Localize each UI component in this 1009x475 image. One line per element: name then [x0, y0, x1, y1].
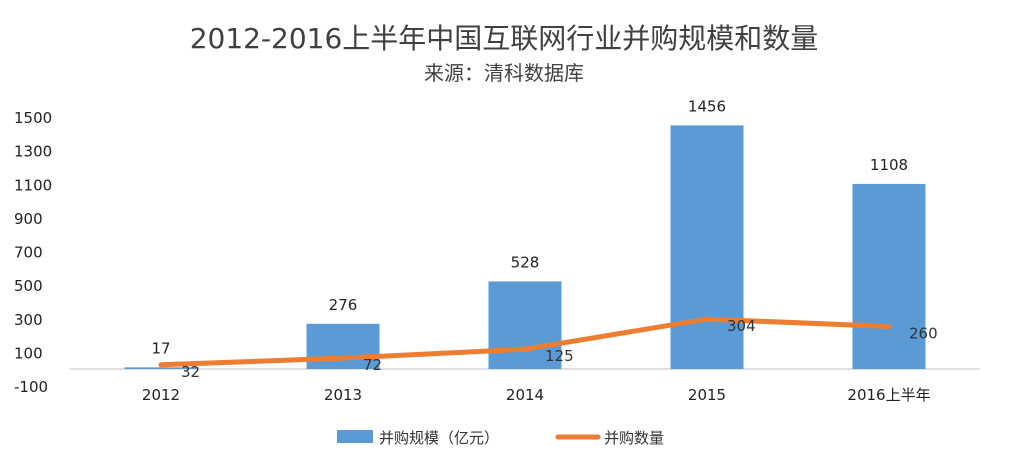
x-tick-label: 2012: [142, 386, 180, 404]
chart-title: 2012-2016上半年中国互联网行业并购规模和数量: [190, 22, 819, 55]
line-value-labels: 32 72 125 304 260: [181, 317, 938, 381]
x-axis-labels: 2012 2013 2014 2015 2016上半年: [142, 386, 931, 404]
bar-value-label: 17: [151, 339, 170, 357]
y-tick-label: 700: [14, 244, 43, 262]
line-value-label: 125: [545, 347, 574, 365]
legend-bar-swatch: [337, 430, 373, 443]
bar: [670, 125, 744, 370]
bar: [124, 367, 198, 369]
bar-series: [124, 125, 926, 370]
legend-line-label: 并购数量: [604, 429, 664, 447]
x-tick-label: 2016上半年: [847, 386, 930, 404]
chart-subtitle: 来源：清科数据库: [424, 61, 584, 85]
line-value-label: 72: [363, 356, 382, 374]
line-value-label: 260: [909, 324, 938, 342]
y-tick-label: 300: [14, 311, 43, 329]
count-series-line: [158, 316, 892, 368]
y-tick-label: 1300: [14, 143, 52, 161]
y-tick-label: 900: [14, 210, 43, 228]
bar: [852, 183, 926, 369]
line-value-label: 304: [727, 317, 756, 335]
bar-value-label: 1456: [688, 97, 726, 115]
legend: 并购规模（亿元） 并购数量: [337, 429, 664, 447]
y-tick-label: 100: [14, 344, 43, 362]
y-axis: 1500 1300 1100 900 700 500 300 100 -100: [14, 109, 52, 396]
bar-value-label: 276: [329, 296, 358, 314]
y-tick-label: 500: [14, 277, 43, 295]
y-tick-label: 1500: [14, 109, 52, 127]
line-value-label: 32: [181, 363, 200, 381]
x-tick-label: 2014: [506, 386, 544, 404]
bar-value-label: 1108: [870, 156, 908, 174]
y-tick-label: -100: [14, 378, 48, 396]
x-tick-label: 2013: [324, 386, 362, 404]
legend-bar-label: 并购规模（亿元）: [379, 429, 499, 447]
bar-value-label: 528: [511, 253, 540, 271]
bar-value-labels: 17 276 528 1456 1108: [151, 97, 908, 357]
y-tick-label: 1100: [14, 176, 52, 194]
x-tick-label: 2015: [688, 386, 726, 404]
bar: [488, 281, 562, 369]
